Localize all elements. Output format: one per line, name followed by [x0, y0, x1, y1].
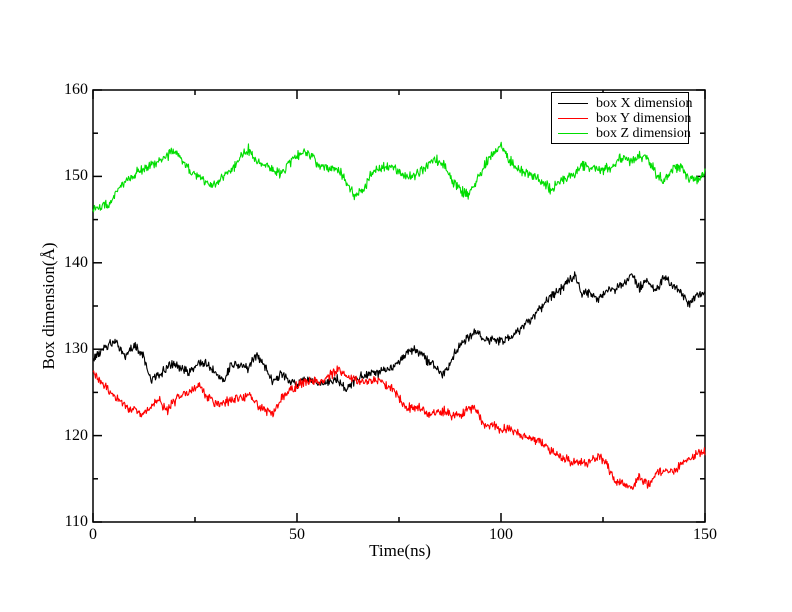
legend-label: box X dimension: [596, 96, 693, 111]
legend-label: box Y dimension: [596, 111, 692, 126]
x-tick-label: 150: [693, 526, 717, 543]
legend-entry-box-y-dimension: box Y dimension: [552, 111, 692, 126]
legend-entry-box-x-dimension: box X dimension: [552, 96, 692, 111]
plot-frame: [92, 89, 706, 523]
y-tick-label: 140: [64, 253, 88, 271]
series-line-box-x-dimension: [92, 271, 706, 393]
y-tick-label: 150: [64, 167, 88, 185]
legend-line-sample: [558, 103, 588, 104]
x-axis-label: Time(ns): [369, 541, 431, 560]
y-tick-label: 110: [64, 513, 88, 530]
legend-line-sample: [558, 133, 588, 134]
legend-entry-box-z-dimension: box Z dimension: [552, 126, 691, 141]
series-line-box-y-dimension: [92, 365, 706, 491]
x-tick-label: 0: [89, 526, 97, 543]
legend: box X dimension box Y dimension box Z dime…: [551, 92, 692, 144]
series-line-box-z-dimension: [92, 141, 706, 213]
y-tick-label: 130: [64, 340, 88, 358]
y-tick-label: 120: [64, 426, 88, 444]
x-tick-label: 50: [289, 526, 305, 543]
legend-line-sample: [558, 118, 588, 119]
legend-label: box Z dimension: [596, 126, 691, 141]
y-tick-label: 160: [64, 81, 88, 98]
x-tick-label: 100: [489, 526, 513, 543]
